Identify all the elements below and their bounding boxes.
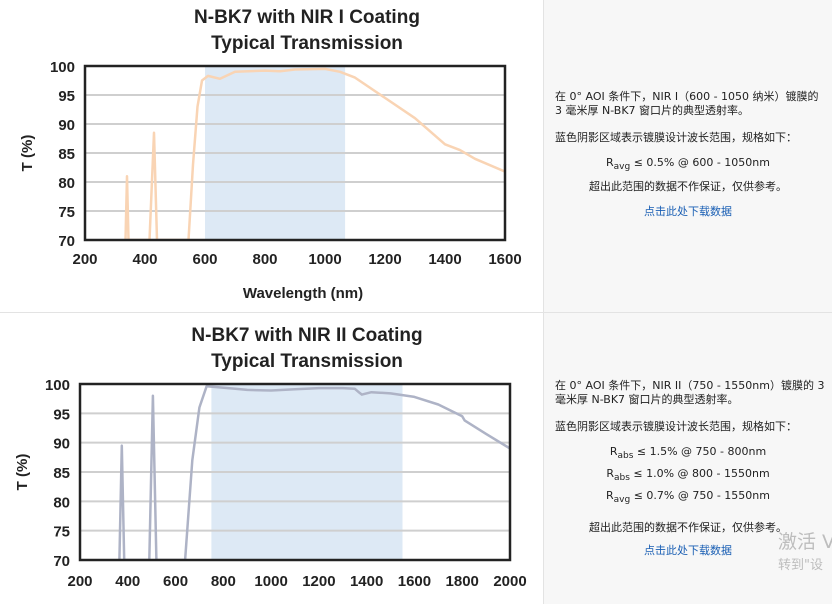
y-axis-label: T (%) (19, 135, 36, 172)
chart-title: Typical Transmission (211, 33, 403, 54)
x-tick-label: 200 (72, 251, 97, 268)
x-tick-label: 600 (163, 573, 188, 590)
desc-line: 在 0° AOI 条件下，NIR II（750 - 1550nm）镀膜的 3 (555, 379, 825, 392)
spec-list: Ravg ≤ 0.5% @ 600 - 1050nm (544, 154, 832, 176)
x-tick-label: 400 (115, 573, 140, 590)
x-tick-label: 1600 (488, 251, 521, 268)
spec-text: ≤ 1.5% @ 750 - 800nm (633, 445, 767, 458)
spec-text: abs (613, 473, 630, 484)
spec-list: Rabs ≤ 1.5% @ 750 - 800nm Rabs ≤ 1.0% @ 8… (544, 443, 832, 510)
y-tick-label: 100 (45, 377, 70, 394)
chart-title: N-BK7 with NIR II Coating (191, 325, 422, 346)
x-tick-label: 400 (132, 251, 157, 268)
desc-line: 毫米厚 N-BK7 窗口片的典型透射率。 (555, 393, 739, 406)
plot-frame (78, 382, 512, 562)
x-tick-label: 1200 (368, 251, 401, 268)
spec-text: ≤ 1.0% @ 800 - 1550nm (629, 467, 770, 481)
chart-title: N-BK7 with NIR I Coating (194, 7, 420, 28)
plot-frame (83, 64, 507, 242)
nir1-chart: N-BK7 with NIR I Coating Typical Transmis… (19, 7, 522, 302)
spec-text: avg (613, 162, 631, 173)
x-tick-label: 200 (67, 573, 92, 590)
spec-text: R (605, 489, 614, 503)
x-tick-label: 2000 (493, 573, 526, 590)
y-tick-label: 70 (53, 553, 70, 570)
x-axis-label: Wavelength (nm) (243, 285, 363, 302)
y-tick-label: 100 (50, 59, 75, 76)
y-tick-label: 80 (58, 175, 75, 192)
activation-watermark-hint: 转到"设 (778, 558, 823, 573)
spec-text: R (609, 445, 618, 458)
x-tick-label: 600 (192, 251, 217, 268)
activation-watermark: 激活 V (778, 531, 832, 553)
y-tick-label: 80 (53, 494, 70, 511)
x-tick-label: 800 (252, 251, 277, 268)
x-tick-label: 1600 (398, 573, 431, 590)
spec-text: R (606, 467, 614, 481)
desc-line: 在 0° AOI 条件下，NIR I（600 - 1050 纳米）镀膜的 (555, 90, 819, 103)
spec-line: Rabs ≤ 1.5% @ 750 - 800nm (544, 443, 832, 465)
nir2-row: N-BK7 with NIR II Coating Typical Transmi… (0, 313, 832, 604)
y-tick-label: 70 (58, 233, 75, 250)
shade-note: 蓝色阴影区域表示镀膜设计波长范围，规格如下： (555, 131, 797, 144)
x-tick-label: 1400 (428, 251, 461, 268)
x-tick-label: 1800 (446, 573, 479, 590)
spec-line: Ravg ≤ 0.5% @ 600 - 1050nm (544, 154, 832, 176)
y-tick-label: 95 (58, 88, 75, 105)
y-axis-label: T (%) (14, 454, 31, 491)
spec-text: R (605, 156, 614, 169)
x-tick-label: 800 (211, 573, 236, 590)
disclaimer: 超出此范围的数据不作保证，仅供参考。 (589, 180, 787, 193)
transmission-curve (118, 385, 510, 560)
spec-text: ≤ 0.7% @ 750 - 1550nm (630, 489, 770, 503)
desc-line: 3 毫米厚 N-BK7 窗口片的典型透射率。 (555, 104, 750, 117)
desc: 在 0° AOI 条件下，NIR II（750 - 1550nm）镀膜的 3 毫米… (555, 379, 830, 407)
spec-line: Ravg ≤ 0.7% @ 750 - 1550nm (544, 487, 832, 509)
y-tick-label: 85 (53, 465, 70, 482)
spec-text: avg (613, 495, 631, 506)
transmission-curve (124, 67, 505, 240)
y-tick-label: 75 (58, 204, 75, 221)
x-tick-label: 1000 (308, 251, 341, 268)
spec-text: ≤ 0.5% @ 600 - 1050nm (630, 156, 770, 169)
y-tick-label: 95 (53, 406, 70, 423)
spec-text: abs (617, 451, 634, 462)
y-tick-label: 85 (58, 146, 75, 163)
x-tick-label: 1000 (254, 573, 287, 590)
disclaimer: 超出此范围的数据不作保证，仅供参考。 (589, 521, 787, 534)
y-tick-label: 90 (53, 436, 70, 453)
download-data-link[interactable]: 点击此处下载数据 (644, 205, 732, 218)
download-data-link[interactable]: 点击此处下载数据 (644, 544, 732, 557)
nir1-description: 在 0° AOI 条件下，NIR I（600 - 1050 纳米）镀膜的 3 毫米… (544, 0, 832, 312)
nir1-row: N-BK7 with NIR I Coating Typical Transmis… (0, 0, 832, 313)
nir2-chart: N-BK7 with NIR II Coating Typical Transmi… (14, 325, 527, 590)
desc: 在 0° AOI 条件下，NIR I（600 - 1050 纳米）镀膜的 3 毫米… (555, 90, 830, 118)
y-tick-label: 75 (53, 524, 70, 541)
x-tick-label: 1200 (302, 573, 335, 590)
x-tick-label: 1400 (350, 573, 383, 590)
shade-note: 蓝色阴影区域表示镀膜设计波长范围，规格如下： (555, 420, 797, 433)
chart-title: Typical Transmission (211, 351, 403, 372)
spec-line: Rabs ≤ 1.0% @ 800 - 1550nm (544, 465, 832, 487)
nir2-description: 在 0° AOI 条件下，NIR II（750 - 1550nm）镀膜的 3 毫米… (544, 313, 832, 604)
y-tick-label: 90 (58, 117, 75, 134)
